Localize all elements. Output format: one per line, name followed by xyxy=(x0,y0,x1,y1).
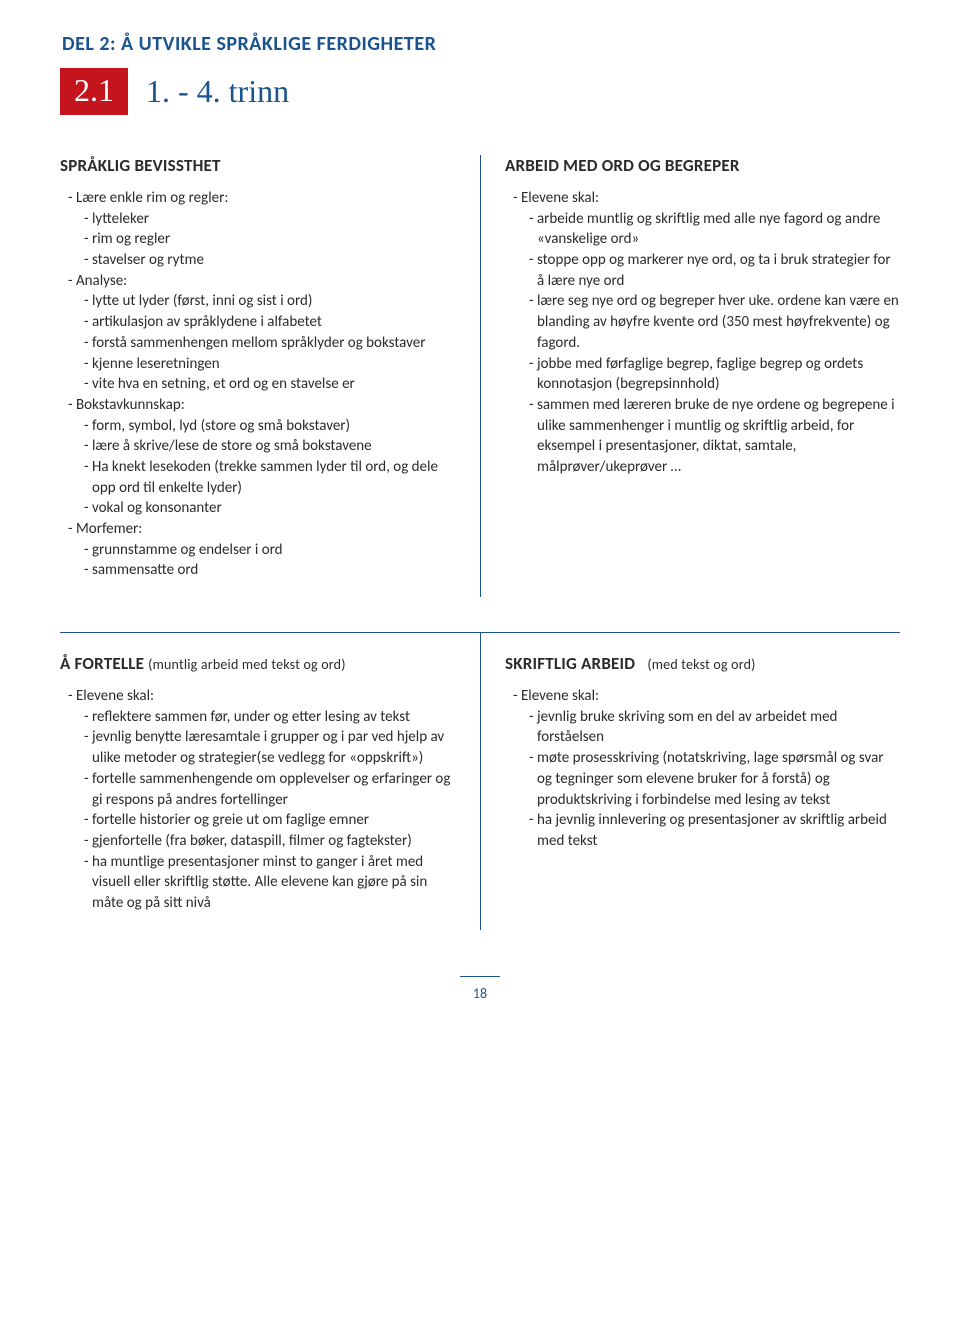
section-header: 2.1 1. - 4. trinn xyxy=(60,68,900,115)
spraklig-title: SPRÅKLIG BEVISSTHET xyxy=(60,155,456,176)
page-number: 18 xyxy=(460,976,500,1002)
skriftlig-title-main: SKRIFTLIG ARBEID xyxy=(505,653,635,674)
list-item: - grunnstamme og endelser i ord xyxy=(60,540,456,561)
col-spraklig: SPRÅKLIG BEVISSTHET - Lære enkle rim og … xyxy=(60,155,480,597)
list-item: - Elevene skal: xyxy=(505,188,900,209)
list-item: - lære seg nye ord og begreper hver uke.… xyxy=(505,291,900,353)
list-item: - forstå sammenhengen mellom språklyder … xyxy=(60,333,456,354)
list-item: - reflektere sammen før, under og etter … xyxy=(60,707,456,728)
list-item: - gjenfortelle (fra bøker, dataspill, fi… xyxy=(60,831,456,852)
fortelle-title: Å FORTELLE (muntlig arbeid med tekst og … xyxy=(60,653,456,674)
col-fortelle: Å FORTELLE (muntlig arbeid med tekst og … xyxy=(60,632,480,930)
list-item: - Ha knekt lesekoden (trekke sammen lyde… xyxy=(60,457,456,498)
list-item: - fortelle historier og greie ut om fagl… xyxy=(60,810,456,831)
fortelle-title-main: Å FORTELLE xyxy=(60,653,144,674)
list-item: - Analyse: xyxy=(60,271,456,292)
list-item: - ha jevnlig innlevering og presentasjon… xyxy=(505,810,900,851)
fortelle-content: - Elevene skal:- reflektere sammen før, … xyxy=(60,686,456,914)
list-item: - jevnlig bruke skriving som en del av a… xyxy=(505,707,900,748)
skriftlig-content: - Elevene skal:- jevnlig bruke skriving … xyxy=(505,686,900,852)
list-item: - form, symbol, lyd (store og små boksta… xyxy=(60,416,456,437)
list-item: - sammen med læreren bruke de nye ordene… xyxy=(505,395,900,478)
list-item: - ha muntlige presentasjoner minst to ga… xyxy=(60,852,456,914)
row-2: Å FORTELLE (muntlig arbeid med tekst og … xyxy=(60,631,900,930)
list-item: - lytte ut lyder (først, inni og sist i … xyxy=(60,291,456,312)
arbeid-content: - Elevene skal:- arbeide muntlig og skri… xyxy=(505,188,900,478)
list-item: - kjenne leseretningen xyxy=(60,354,456,375)
list-item: - Elevene skal: xyxy=(60,686,456,707)
list-item: - vokal og konsonanter xyxy=(60,498,456,519)
list-item: - jobbe med førfaglige begrep, faglige b… xyxy=(505,354,900,395)
section-number-badge: 2.1 xyxy=(60,68,128,115)
list-item: - Morfemer: xyxy=(60,519,456,540)
skriftlig-subtitle: (med tekst og ord) xyxy=(647,656,755,673)
list-item: - lære å skrive/lese de store og små bok… xyxy=(60,436,456,457)
col-arbeid: ARBEID MED ORD OG BEGREPER - Elevene ska… xyxy=(480,155,900,597)
fortelle-subtitle: (muntlig arbeid med tekst og ord) xyxy=(148,656,346,673)
list-item: - jevnlig benytte læresamtale i grupper … xyxy=(60,727,456,768)
skriftlig-title: SKRIFTLIG ARBEID (med tekst og ord) xyxy=(505,653,900,674)
spraklig-content: - Lære enkle rim og regler:- lytteleker-… xyxy=(60,188,456,581)
list-item: - artikulasjon av språklydene i alfabete… xyxy=(60,312,456,333)
arbeid-title: ARBEID MED ORD OG BEGREPER xyxy=(505,155,900,176)
list-item: - lytteleker xyxy=(60,209,456,230)
list-item: - Elevene skal: xyxy=(505,686,900,707)
list-item: - stavelser og rytme xyxy=(60,250,456,271)
row-1: SPRÅKLIG BEVISSTHET - Lære enkle rim og … xyxy=(60,155,900,597)
list-item: - stoppe opp og markerer nye ord, og ta … xyxy=(505,250,900,291)
section-title: 1. - 4. trinn xyxy=(128,68,289,115)
list-item: - sammensatte ord xyxy=(60,560,456,581)
list-item: - møte prosesskriving (notatskriving, la… xyxy=(505,748,900,810)
list-item: - fortelle sammenhengende om opplevelser… xyxy=(60,769,456,810)
list-item: - vite hva en setning, et ord og en stav… xyxy=(60,374,456,395)
page-header: DEL 2: Å UTVIKLE SPRÅKLIGE FERDIGHETER xyxy=(62,32,900,56)
list-item: - arbeide muntlig og skriftlig med alle … xyxy=(505,209,900,250)
list-item: - rim og regler xyxy=(60,229,456,250)
col-skriftlig: SKRIFTLIG ARBEID (med tekst og ord) - El… xyxy=(480,632,900,930)
list-item: - Lære enkle rim og regler: xyxy=(60,188,456,209)
list-item: - Bokstavkunnskap: xyxy=(60,395,456,416)
